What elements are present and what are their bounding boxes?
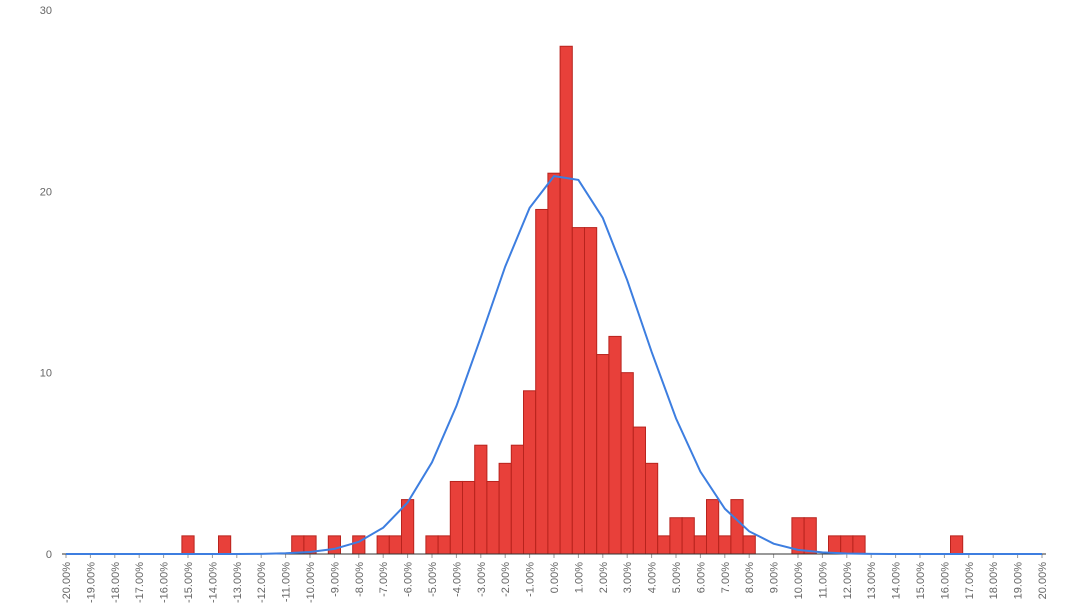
- bar: [596, 354, 610, 555]
- x-tick-label: -9.00%: [329, 562, 341, 597]
- bar: [803, 517, 817, 555]
- bar: [840, 535, 854, 555]
- bar: [474, 444, 488, 555]
- x-tick-label: 5.00%: [671, 562, 683, 593]
- bar: [718, 535, 732, 555]
- bar: [632, 426, 646, 555]
- x-tick-label: -7.00%: [378, 562, 390, 597]
- bar: [730, 499, 744, 555]
- bar: [571, 227, 585, 555]
- x-tick-label: 2.00%: [598, 562, 610, 593]
- x-tick-label: 11.00%: [817, 562, 829, 599]
- x-tick-label: 0.00%: [549, 562, 561, 593]
- x-tick-label: 1.00%: [573, 562, 585, 593]
- bar: [498, 462, 512, 555]
- bar: [559, 45, 573, 555]
- bar: [645, 462, 659, 555]
- x-tick-label: 20.00%: [1037, 562, 1049, 600]
- bar: [486, 480, 500, 555]
- x-tick-label: 18.00%: [988, 562, 1000, 600]
- bar: [681, 517, 695, 555]
- x-tick-label: -16.00%: [159, 562, 171, 603]
- bar: [437, 535, 451, 555]
- x-tick-label: 10.00%: [793, 562, 805, 600]
- x-tick-label: 16.00%: [939, 562, 951, 600]
- y-tick-label: 0: [46, 549, 52, 561]
- bar: [462, 480, 476, 555]
- fit-curve: [66, 175, 1042, 555]
- x-tick-label: 14.00%: [891, 562, 903, 600]
- x-tick-label: 6.00%: [695, 562, 707, 593]
- x-tick-label: -4.00%: [451, 562, 463, 597]
- x-tick-label: 9.00%: [769, 562, 781, 593]
- x-tick-label: 8.00%: [744, 562, 756, 593]
- x-tick-label: -20.00%: [61, 562, 73, 603]
- x-tick-label: 12.00%: [842, 562, 854, 600]
- bar: [828, 535, 842, 555]
- bar: [425, 535, 439, 555]
- x-tick-label: -17.00%: [134, 562, 146, 603]
- bar: [510, 444, 524, 555]
- x-tick-label: -14.00%: [207, 562, 219, 603]
- x-tick-label: 15.00%: [915, 562, 927, 600]
- bar: [620, 372, 634, 555]
- x-tick-label: 19.00%: [1013, 562, 1025, 600]
- x-tick-label: -5.00%: [427, 562, 439, 597]
- bar: [742, 535, 756, 555]
- bar: [950, 535, 964, 555]
- x-tick-label: -18.00%: [110, 562, 122, 603]
- bar: [218, 535, 232, 555]
- x-tick-label: -8.00%: [354, 562, 366, 597]
- bar: [547, 172, 561, 555]
- bar: [584, 227, 598, 555]
- x-tick-label: -13.00%: [232, 562, 244, 603]
- x-tick-label: -11.00%: [281, 562, 293, 602]
- x-tick-label: 17.00%: [964, 562, 976, 600]
- x-tick-label: -15.00%: [183, 562, 195, 603]
- x-tick-label: -12.00%: [256, 562, 268, 603]
- x-tick-label: -19.00%: [85, 562, 97, 603]
- x-tick-label: 7.00%: [720, 562, 732, 593]
- x-tick-label: -3.00%: [476, 562, 488, 597]
- bar: [449, 480, 463, 555]
- y-tick-label: 10: [40, 368, 52, 380]
- x-tick-label: 13.00%: [866, 562, 878, 600]
- bar: [669, 517, 683, 555]
- bar: [388, 535, 402, 555]
- bar: [693, 535, 707, 555]
- bar: [327, 535, 341, 555]
- bar: [706, 499, 720, 555]
- y-tick-label: 20: [40, 186, 52, 198]
- x-tick-label: -1.00%: [525, 562, 537, 597]
- x-tick-label: -6.00%: [403, 562, 415, 597]
- x-tick-label: -10.00%: [305, 562, 317, 603]
- bar: [535, 208, 549, 555]
- bar: [657, 535, 671, 555]
- bar: [291, 535, 305, 555]
- bar: [608, 335, 622, 555]
- y-tick-label: 30: [40, 5, 52, 17]
- x-tick-label: 3.00%: [622, 562, 634, 593]
- x-tick-label: 4.00%: [647, 562, 659, 593]
- bar: [181, 535, 195, 555]
- bar: [852, 535, 866, 555]
- x-tick-label: -2.00%: [500, 562, 512, 597]
- bar: [523, 390, 537, 555]
- bar: [376, 535, 390, 555]
